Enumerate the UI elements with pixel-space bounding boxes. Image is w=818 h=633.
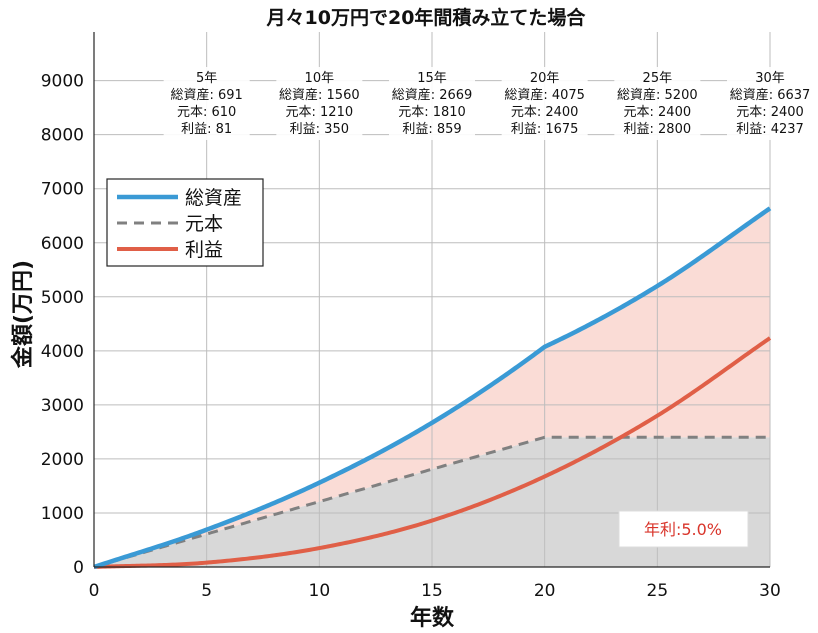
y-tick-label-0: 0 [73, 558, 84, 578]
annotation-profit-15: 利益: 859 [402, 122, 461, 137]
series-line-total [93, 206, 772, 570]
x-tick-label-25: 25 [647, 581, 669, 601]
y-tick-label-9000: 9000 [41, 72, 84, 92]
annotation-principal-5: 元本: 610 [177, 105, 236, 120]
x-tick-label-20: 20 [534, 581, 556, 601]
annotation-principal-10: 元本: 1210 [286, 105, 354, 120]
annotation-profit-25: 利益: 2800 [624, 122, 692, 137]
annotation-total-20: 総資産: 4075 [504, 87, 585, 103]
series-lines [93, 206, 772, 570]
legend-box [106, 178, 264, 267]
annotation-principal-20: 元本: 2400 [511, 105, 579, 120]
y-tick-label-3000: 3000 [41, 396, 84, 416]
annotation-total-25: 総資産: 5200 [617, 87, 698, 103]
annotation-principal-30: 元本: 2400 [736, 105, 804, 120]
annotation-total-15: 総資産: 2669 [392, 87, 473, 103]
y-tick-label-7000: 7000 [41, 180, 84, 200]
annotation-bg-5 [163, 67, 250, 140]
legend-label-1: 元本 [185, 213, 223, 235]
profit-area [94, 208, 770, 567]
y-tick-label-6000: 6000 [41, 234, 84, 254]
x-tick-label-0: 0 [89, 581, 100, 601]
y-axis-label: 金額(万円) [10, 260, 36, 369]
x-tick-label-15: 15 [421, 581, 443, 601]
rate-badge-bg [618, 510, 749, 548]
legend-label-2: 利益 [185, 239, 223, 261]
y-tick-label-8000: 8000 [41, 126, 84, 146]
annotation-bg-15 [389, 67, 475, 140]
tick-labels: 0 5 10 15 20 25 30 0 1000 2000 3000 4000 5000 6000 700… [41, 72, 781, 601]
annotation-profit-30: 利益: 4237 [736, 122, 804, 137]
annotation-principal-25: 元本: 2400 [624, 105, 692, 120]
annotation-year-15: 15年 [417, 71, 447, 86]
annotation-year-30: 30年 [755, 71, 785, 86]
legend-label-0: 総資産 [185, 187, 242, 209]
annotation-bg-10 [276, 67, 363, 140]
annotation-profit-20: 利益: 1675 [511, 122, 579, 137]
rate-badge: 年利:5.0% [618, 510, 749, 548]
x-tick-label-5: 5 [201, 581, 212, 601]
y-tick-label-4000: 4000 [41, 342, 84, 362]
annotation-year-20: 20年 [530, 71, 560, 86]
y-tick-label-2000: 2000 [41, 450, 84, 470]
chart-title: 月々10万円で20年間積み立てた場合 [266, 6, 587, 29]
rate-label: 年利:5.0% [644, 520, 722, 539]
annotation-bg-20 [501, 67, 588, 140]
x-tick-label-30: 30 [759, 581, 781, 601]
series-line-principal [93, 435, 770, 569]
plot-frame [93, 32, 770, 568]
y-tick-label-5000: 5000 [41, 288, 84, 308]
y-tick-label-1000: 1000 [41, 504, 84, 524]
annotation-principal-15: 元本: 1810 [398, 105, 466, 120]
annotation-total-5: 総資産: 691 [171, 87, 243, 103]
annotation-total-30: 総資産: 6637 [730, 87, 811, 103]
annotation-year-10: 10年 [305, 71, 335, 86]
annotation-profit-10: 利益: 350 [290, 122, 349, 137]
annotation-year-25: 25年 [643, 71, 673, 86]
x-axis-label: 年数 [410, 605, 455, 631]
annotation-total-10: 総資産: 1560 [279, 87, 360, 103]
x-tick-label-10: 10 [309, 581, 331, 601]
annotation-bg-25 [614, 67, 701, 140]
annotation-bg-30 [727, 67, 813, 140]
annotation-year-5: 5年 [196, 71, 217, 86]
annotation-profit-5: 利益: 81 [181, 122, 232, 137]
series-line-profit [93, 336, 772, 569]
